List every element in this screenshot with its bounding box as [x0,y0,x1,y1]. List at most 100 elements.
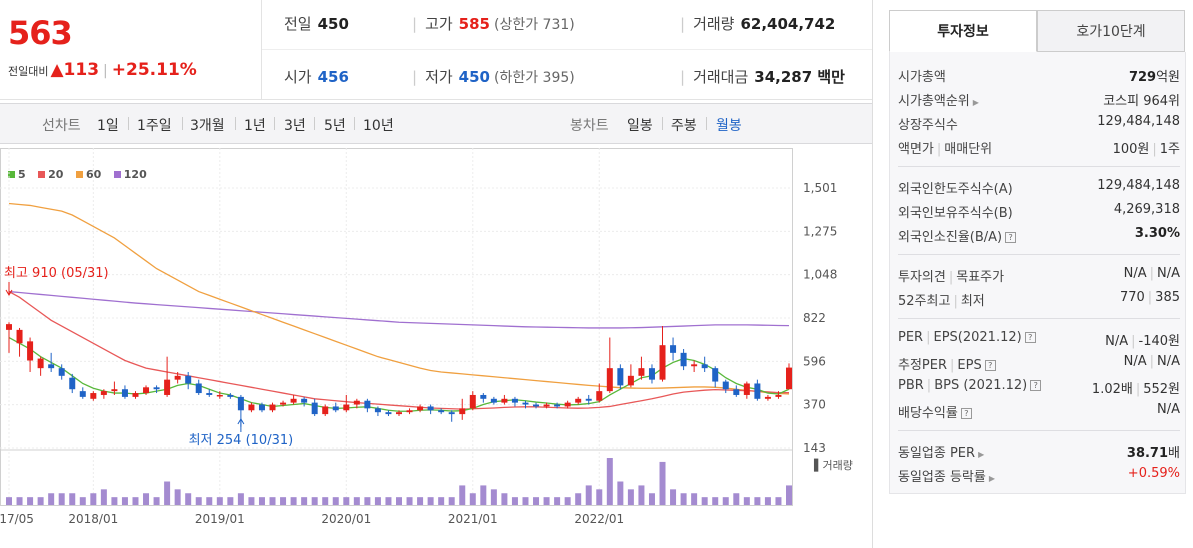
candle-body [743,383,750,395]
volume-bar [638,485,645,505]
candle-body [691,364,698,367]
volume-bar [596,489,603,505]
y-tick-label: 1,048 [803,268,837,282]
info-tabs: 투자정보 호가10단계 [889,10,1186,52]
candle-body [564,402,571,407]
candle-body [417,406,424,411]
candle-body [490,398,497,403]
candle-body [627,375,634,386]
volume-bar [396,497,402,505]
range-1y[interactable]: 1년 [244,118,266,134]
volume-bar [37,497,44,505]
candle-body [617,368,624,386]
ma20-line [8,291,789,410]
candle-body [174,375,181,380]
volume-bar [417,497,424,505]
candle-body [343,404,350,411]
candle-body [164,379,171,395]
y-tick-label: 143 [803,441,826,455]
candle-body [16,329,23,344]
help-icon[interactable]: ? [1005,232,1017,243]
candle-body [100,391,107,395]
help-icon[interactable]: ? [1024,332,1036,343]
market-rank-row[interactable]: 시가총액순위 ▶ 코스피 964위 [898,94,1180,109]
volume-bar [301,497,308,505]
candle-body [469,394,476,409]
tab-order-book[interactable]: 호가10단계 [1037,10,1185,52]
candle-body [248,404,255,411]
range-3y[interactable]: 3년 [284,118,306,134]
range-1d[interactable]: 1일 [97,118,119,134]
volume-bar [258,497,265,505]
candle-body [480,394,487,399]
volume-bar [343,497,350,505]
face-value-row: 액면가 | 매매단위 100원 | 1주 [898,142,1180,157]
volume-bar [733,493,740,505]
candle-body [533,404,540,407]
candle-body [258,404,265,411]
candle-body [722,381,729,390]
week52-row: 52주최고 | 최저 770 | 385 [898,290,1180,309]
candle-body [396,412,402,415]
price-change: 전일대비 ▲113 | +25.11% [8,60,197,80]
x-tick-label: 2017/05 [0,512,34,526]
volume-bar [6,497,12,505]
ma-legend: 5 20 60 120 [8,168,156,181]
legend-ma20: 20 [38,168,63,181]
tab-invest-info[interactable]: 투자정보 [889,10,1037,52]
range-1w[interactable]: 1주일 [137,118,172,134]
range-5y[interactable]: 5년 [324,118,346,134]
volume-bar [764,497,771,505]
industry-per-row[interactable]: 동일업종 PER ▶ 38.71배 [898,446,1180,461]
range-3m[interactable]: 3개월 [190,118,225,134]
x-tick-label: 2022/01 [574,512,624,526]
candle-body [132,393,139,397]
legend-ma120: 120 [113,168,147,181]
candle-body [58,368,65,376]
low-arrow-head [237,418,245,425]
volume-bar [174,489,181,505]
volume-bar [311,497,318,505]
diff-percent: +25.11% [111,60,197,80]
candle-body [554,404,561,407]
volume-label: ▌거래량 [813,458,853,472]
candle-body [301,398,308,403]
candle-body [764,396,771,399]
price-chart[interactable]: 1,501 1,275 1,048 822 596 370 143 2017/05 2018/0… [0,148,872,548]
help-icon[interactable]: ? [960,408,972,419]
volume-bar [69,493,76,505]
x-tick-label: 2018/01 [68,512,118,526]
candle-daily[interactable]: 일봉 [627,118,653,134]
candle-body [670,345,677,353]
volume-bar [227,497,234,505]
candle-body [733,389,740,395]
per-row: PER | EPS(2021.12)? N/A | -140원 [898,330,1180,349]
candle-body [269,404,276,411]
candle-body [501,398,508,403]
current-price: 563 [8,14,73,52]
volume-bar [490,489,497,505]
volume-bar [511,497,518,505]
candle-body [79,391,86,397]
y-tick-label: 370 [803,398,826,412]
candle-body [237,396,244,411]
industry-rate-row[interactable]: 동일업종 등락률 ▶ +0.59% [898,466,1180,485]
foreign-limit-row: 외국인한도주식수(A) 129,484,148 [898,178,1180,197]
help-icon[interactable]: ? [1030,380,1042,391]
volume-bar [533,497,540,505]
candle-body [227,394,234,397]
chart-frame [0,148,793,506]
candle-monthly[interactable]: 월봉 [716,118,742,134]
volume-bar [353,497,360,505]
help-icon[interactable]: ? [984,360,996,371]
volume-bar [680,493,687,505]
volume-bar [670,489,677,505]
volume-bar [100,489,107,505]
volume-bar [606,458,613,505]
volume-bar [786,485,792,505]
candle-body [322,406,329,415]
candle-weekly[interactable]: 주봉 [671,118,697,134]
candle-body [185,375,192,384]
price-box: 563 전일대비 ▲113 | +25.11% [0,0,262,100]
range-10y[interactable]: 10년 [363,118,394,134]
